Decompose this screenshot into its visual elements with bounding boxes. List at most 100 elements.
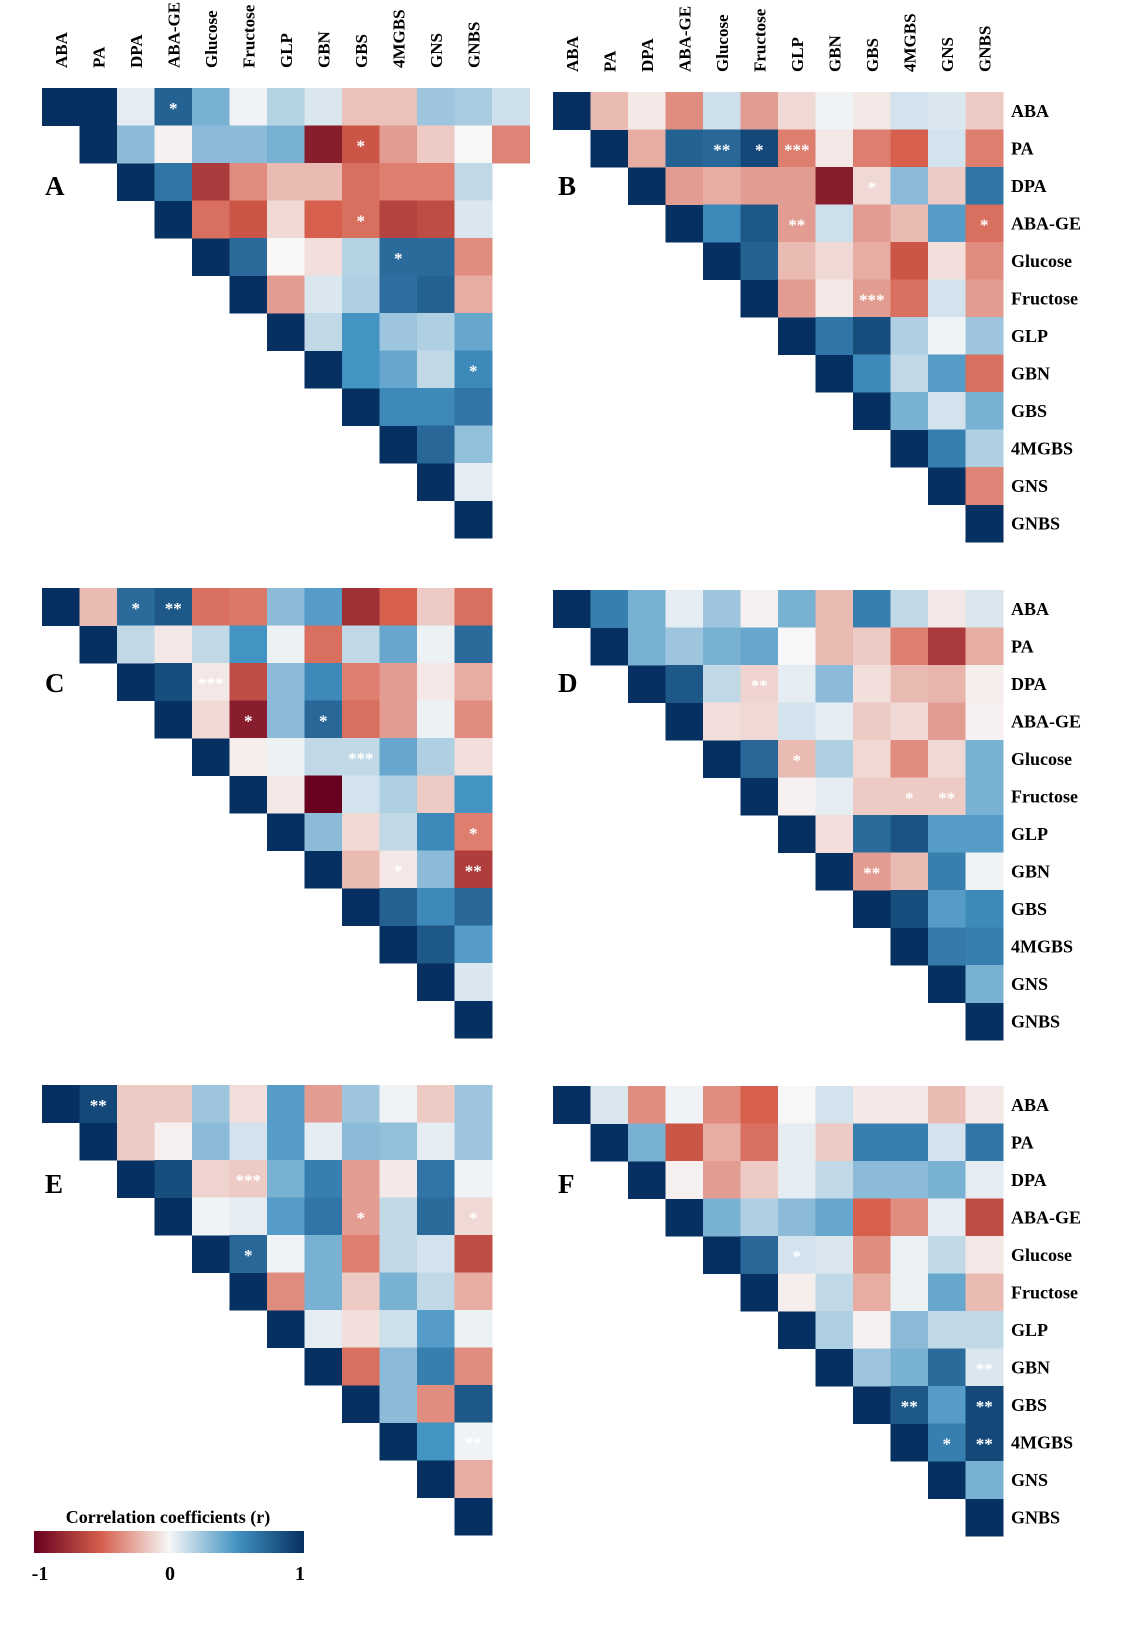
heatmap-cell (815, 815, 854, 853)
heatmap-cell (417, 850, 455, 889)
heatmap-cell (703, 1123, 741, 1162)
significance-mark: ** (788, 215, 805, 234)
heatmap-cell (379, 700, 418, 739)
heatmap-cell (417, 775, 455, 814)
heatmap-cell (778, 665, 816, 703)
heatmap-cell (965, 627, 1004, 666)
heatmap-cell (853, 354, 891, 393)
heatmap-cell (703, 665, 741, 703)
heatmap-cell (454, 850, 493, 889)
diagonal-cell (965, 1002, 1004, 1041)
heatmap-cell (778, 627, 816, 666)
heatmap-cell (454, 963, 493, 1001)
heatmap-cell (965, 1423, 1004, 1462)
heatmap-cell (853, 777, 891, 816)
heatmap-cell (740, 242, 779, 280)
heatmap-cell (379, 775, 418, 814)
heatmap-cell (853, 1198, 891, 1237)
heatmap-cell (154, 663, 193, 701)
diagonal-cell (79, 125, 118, 164)
significance-mark: * (244, 1246, 253, 1265)
heatmap-cell (890, 129, 929, 168)
heatmap-cell (890, 702, 929, 741)
heatmap-cell (965, 965, 1004, 1003)
row-label: GLP (1011, 824, 1048, 844)
heatmap-cell (815, 92, 854, 130)
heatmap-cell (740, 590, 779, 628)
heatmap-cell (192, 625, 230, 664)
heatmap-cell (192, 663, 230, 701)
heatmap-cell (229, 1197, 268, 1236)
diagonal-cell (553, 92, 591, 130)
row-label: ABA-GE (1011, 711, 1081, 731)
heatmap-cell (267, 700, 305, 739)
heatmap-cell (342, 775, 380, 814)
heatmap-cell (304, 700, 343, 739)
row-label: PA (1011, 138, 1034, 158)
heatmap-cell (815, 317, 854, 355)
heatmap-cell (379, 1197, 418, 1236)
heatmap-cell (740, 1086, 779, 1124)
heatmap-cell (890, 1386, 929, 1424)
significance-mark: ** (863, 863, 880, 882)
heatmap-panel-E: ****** ****E (42, 1085, 493, 1536)
heatmap-cell (740, 167, 779, 205)
heatmap-cell (267, 200, 305, 239)
heatmap-cell (492, 88, 530, 126)
row-label: GBS (1011, 899, 1047, 919)
heatmap-cell (740, 1161, 779, 1199)
panel-label: E (45, 1169, 63, 1199)
heatmap-cell (117, 125, 155, 164)
heatmap-cell (454, 663, 493, 701)
heatmap-cell (965, 1386, 1004, 1424)
diagonal-cell (778, 317, 816, 355)
diagonal-cell (342, 888, 380, 926)
heatmap-cell (965, 1161, 1004, 1199)
heatmap-cell (890, 204, 929, 243)
heatmap-cell (965, 1273, 1004, 1312)
heatmap-cell (454, 463, 493, 501)
heatmap-cell (417, 1122, 455, 1161)
heatmap-cell (815, 1236, 854, 1274)
heatmap-cell (928, 1236, 966, 1274)
heatmap-cell (454, 775, 493, 814)
heatmap-cell (778, 1273, 816, 1312)
heatmap-cell (117, 1085, 155, 1123)
heatmap-cell (417, 888, 455, 926)
heatmap-cell (928, 242, 966, 280)
heatmap-cell (417, 1310, 455, 1348)
heatmap-cell (665, 129, 704, 168)
column-label: ABA-GE (164, 2, 183, 68)
heatmap-cell (379, 275, 418, 314)
heatmap-cell (815, 242, 854, 280)
heatmap-cell (154, 625, 193, 664)
heatmap-cell (379, 163, 418, 201)
column-label: ABA (52, 31, 71, 68)
heatmap-cell (928, 1198, 966, 1237)
heatmap-cell (342, 1310, 380, 1348)
diagonal-cell (628, 665, 666, 703)
row-label: GNBS (1011, 513, 1060, 533)
heatmap-cell (379, 313, 418, 351)
heatmap-cell (815, 590, 854, 628)
heatmap-cell (192, 700, 230, 739)
heatmap-cell (853, 167, 891, 205)
heatmap-cell (965, 167, 1004, 205)
row-label: PA (1011, 1132, 1034, 1152)
significance-mark: * (905, 788, 914, 807)
heatmap-cell (928, 392, 966, 430)
heatmap-cell (417, 275, 455, 314)
row-label: GLP (1011, 1320, 1048, 1340)
row-label: ABA-GE (1011, 213, 1081, 233)
heatmap-cell (267, 625, 305, 664)
heatmap-cell (454, 1272, 493, 1311)
diagonal-cell (42, 1085, 80, 1123)
row-label: DPA (1011, 1170, 1047, 1190)
heatmap-cell (853, 1273, 891, 1312)
heatmap-cell (454, 588, 493, 626)
heatmap-cell (379, 350, 418, 389)
diagonal-cell (928, 467, 966, 505)
heatmap-cell (454, 1310, 493, 1348)
